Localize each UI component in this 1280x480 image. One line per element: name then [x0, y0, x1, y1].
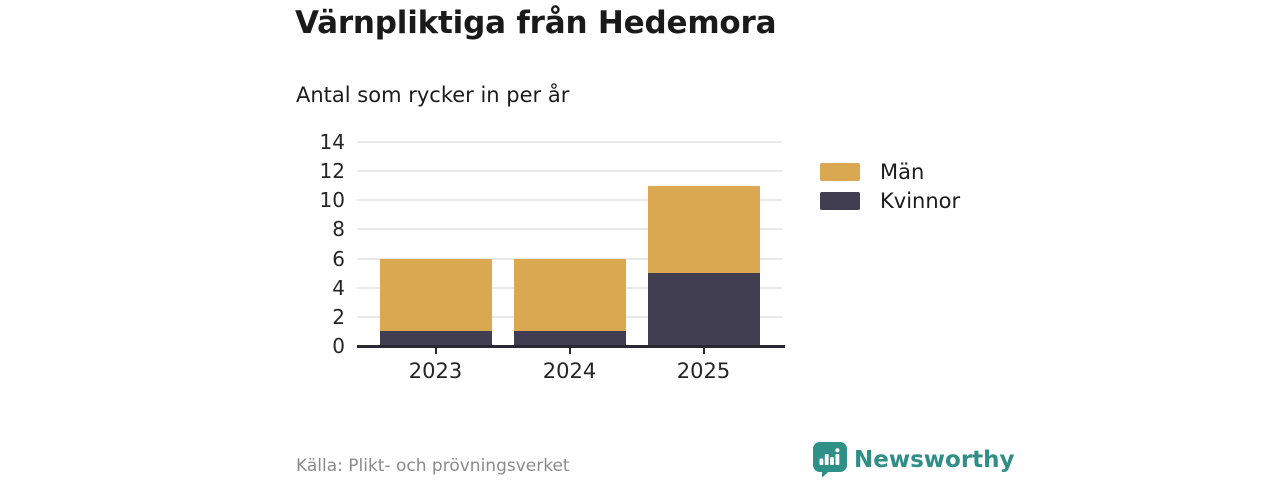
- x-axis-tick: [434, 348, 437, 354]
- plot-area: [357, 141, 782, 346]
- y-axis-tick-label: 10: [319, 188, 345, 213]
- x-axis-line: [357, 345, 785, 348]
- legend-swatch-man: [820, 162, 860, 181]
- bar-segment-män-2024: [513, 258, 626, 332]
- brand-logo: Newsworthy: [813, 442, 1015, 478]
- y-axis-tick-label: 12: [319, 159, 345, 184]
- x-axis-tick-label: 2025: [676, 359, 731, 383]
- brand-wordmark: Newsworthy: [854, 447, 1015, 473]
- gridline: [357, 257, 782, 260]
- gridline: [357, 141, 782, 143]
- gridline: [357, 199, 782, 202]
- bar-segment-kvinnor-2024: [513, 331, 626, 346]
- bar-segment-kvinnor-2025: [647, 273, 760, 346]
- x-axis-tick: [568, 348, 571, 354]
- x-axis-tick-label: 2024: [542, 359, 597, 383]
- chart-subtitle: Antal som rycker in per år: [296, 83, 570, 107]
- legend-label-kvinnor: Kvinnor: [880, 188, 961, 213]
- legend-label-man: Män: [880, 159, 925, 184]
- legend-swatch-kvinnor: [820, 191, 860, 210]
- bar-segment-män-2023: [379, 258, 492, 332]
- y-axis-tick-label: 4: [332, 275, 345, 300]
- y-axis-tick-label: 0: [332, 334, 345, 358]
- y-axis-tick-label: 2: [332, 304, 345, 329]
- bar-segment-män-2025: [647, 185, 760, 274]
- bar-segment-kvinnor-2023: [379, 331, 492, 346]
- y-axis-tick-label: 14: [319, 130, 345, 154]
- gridline: [357, 170, 782, 173]
- x-axis-tick-label: 2023: [408, 359, 463, 383]
- y-axis-tick-label: 6: [332, 246, 345, 271]
- page-title: Värnpliktiga från Hedemora: [295, 5, 777, 41]
- y-axis-tick-label: 8: [332, 217, 345, 242]
- legend-item-kvinnor: Kvinnor: [820, 188, 961, 213]
- legend-item-man: Män: [820, 159, 960, 184]
- newsworthy-bar-chart-bubble-icon: [813, 442, 847, 478]
- source-attribution: Källa: Plikt- och prövningsverket: [296, 456, 570, 476]
- legend: Män Kvinnor: [820, 159, 961, 220]
- gridline: [357, 228, 782, 231]
- x-axis-tick: [702, 348, 705, 354]
